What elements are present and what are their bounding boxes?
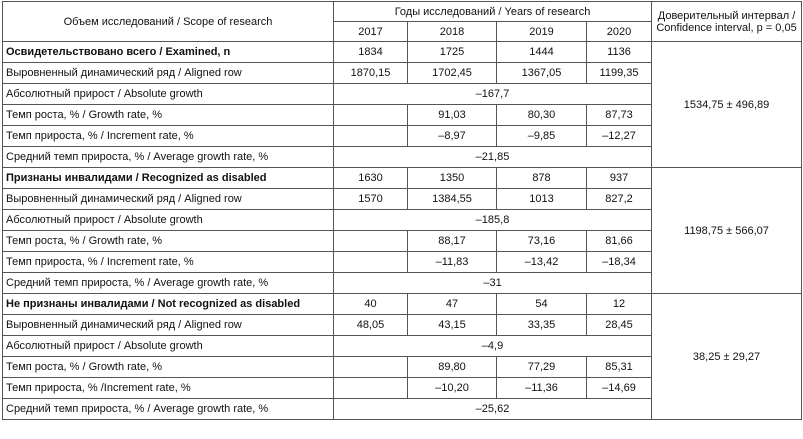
years-header: Годы исследований / Years of research: [332, 1, 653, 22]
merged-value-cell: –31: [332, 272, 653, 294]
merged-value-cell: –4,9: [332, 335, 653, 357]
merged-value-cell: –25,62: [332, 398, 653, 420]
value-cell: 73,16: [496, 230, 587, 252]
table-row: Выровненный динамический ряд / Aligned r…: [2, 188, 802, 210]
value-cell: 937: [585, 167, 653, 189]
value-cell: 54: [496, 293, 587, 315]
value-cell: –8,97: [407, 125, 497, 147]
value-cell: 77,29: [496, 356, 587, 378]
value-cell: –11,83: [407, 251, 497, 273]
value-cell: [333, 251, 408, 273]
value-cell: 47: [407, 293, 497, 315]
value-cell: 91,03: [407, 104, 497, 126]
row-label: Темп роста, % / Growth rate, %: [2, 104, 334, 126]
table-row: Выровненный динамический ряд / Aligned r…: [2, 62, 802, 84]
value-cell: [333, 104, 408, 126]
row-label: Выровненный динамический ряд / Aligned r…: [2, 314, 334, 336]
year-2018: 2018: [407, 21, 497, 42]
table-row: Средний темп прироста, % / Average growt…: [2, 398, 802, 420]
table-row: Средний темп прироста, % / Average growt…: [2, 146, 802, 168]
row-label: Выровненный динамический ряд / Aligned r…: [2, 188, 334, 210]
value-cell: 1834: [333, 41, 408, 63]
value-cell: 878: [496, 167, 587, 189]
value-cell: –14,69: [585, 377, 653, 399]
confidence-interval-cell: 38,25 ± 29,27: [651, 293, 803, 420]
ci-header-line2: Confidence interval, p = 0,05: [656, 21, 797, 34]
value-cell: –11,36: [496, 377, 587, 399]
year-2020: 2020: [585, 21, 653, 42]
year-2019: 2019: [496, 21, 587, 42]
row-label: Абсолютный прирост / Absolute growth: [2, 209, 334, 231]
value-cell: [333, 377, 408, 399]
table-row: Темп роста, % / Growth rate, % 89,80 77,29…: [2, 356, 802, 378]
scope-header: Объем исследований / Scope of research: [2, 1, 334, 42]
confidence-interval-cell: 1534,75 ± 496,89: [651, 41, 803, 168]
value-cell: –10,20: [407, 377, 497, 399]
value-cell: 827,2: [585, 188, 653, 210]
table-row: Освидетельствовано всего / Examined, n 18…: [2, 41, 803, 168]
value-cell: [333, 230, 408, 252]
value-cell: 87,73: [585, 104, 653, 126]
group-title: Освидетельствовано всего / Examined, n: [2, 41, 334, 63]
table-row: Признаны инвалидами / Recognized as disa…: [2, 167, 803, 294]
row-label: Темп роста, % / Growth rate, %: [2, 356, 334, 378]
value-cell: 43,15: [407, 314, 497, 336]
row-label: Средний темп прироста, % / Average growt…: [2, 272, 334, 294]
research-table: Объем исследований / Scope of research Г…: [2, 1, 803, 420]
value-cell: 1013: [496, 188, 587, 210]
row-label: Темп роста, % / Growth rate, %: [2, 230, 334, 252]
row-label: Абсолютный прирост / Absolute growth: [2, 335, 334, 357]
value-cell: 28,45: [585, 314, 653, 336]
year-2017: 2017: [333, 21, 408, 42]
group-title: Признаны инвалидами / Recognized as disa…: [2, 167, 334, 189]
table-row: Темп прироста, % / Increment rate, % –11,…: [2, 251, 802, 273]
group-title: Не признаны инвалидами / Not recognized …: [2, 293, 334, 315]
value-cell: 1570: [333, 188, 408, 210]
value-cell: 1384,55: [407, 188, 497, 210]
confidence-interval-cell: 1198,75 ± 566,07: [651, 167, 803, 294]
ci-header: Доверительный интервал / Confidence inte…: [651, 1, 803, 42]
value-cell: 1199,35: [585, 62, 653, 84]
header-row-1: Объем исследований / Scope of research Г…: [2, 1, 803, 42]
row-label: Абсолютный прирост / Absolute growth: [2, 83, 334, 105]
table-row: Темп прироста, % /Increment rate, % –10,2…: [2, 377, 802, 399]
value-cell: 12: [585, 293, 653, 315]
value-cell: 1350: [407, 167, 497, 189]
value-cell: 1630: [333, 167, 408, 189]
value-cell: 33,35: [496, 314, 587, 336]
value-cell: 1702,45: [407, 62, 497, 84]
value-cell: –18,34: [585, 251, 653, 273]
row-label: Средний темп прироста, % / Average growt…: [2, 398, 334, 420]
row-label: Темп прироста, % / Increment rate, %: [2, 125, 334, 147]
value-cell: 89,80: [407, 356, 497, 378]
table-row: Абсолютный прирост / Absolute growth –167…: [2, 83, 802, 105]
value-cell: 48,05: [333, 314, 408, 336]
value-cell: 81,66: [585, 230, 653, 252]
value-cell: 1367,05: [496, 62, 587, 84]
ci-header-line1: Доверительный интервал /: [657, 9, 796, 22]
value-cell: 85,31: [585, 356, 653, 378]
value-cell: [333, 356, 408, 378]
merged-value-cell: –21,85: [332, 146, 653, 168]
table-row: Не признаны инвалидами / Not recognized …: [2, 293, 803, 420]
row-label: Темп прироста, % /Increment rate, %: [2, 377, 334, 399]
value-cell: 1444: [496, 41, 587, 63]
value-cell: –13,42: [496, 251, 587, 273]
row-label: Выровненный динамический ряд / Aligned r…: [2, 62, 334, 84]
value-cell: 1870,15: [333, 62, 408, 84]
merged-value-cell: –167,7: [332, 83, 653, 105]
value-cell: 1136: [585, 41, 653, 63]
value-cell: –9,85: [496, 125, 587, 147]
value-cell: [333, 125, 408, 147]
value-cell: –12,27: [585, 125, 653, 147]
row-label: Темп прироста, % / Increment rate, %: [2, 251, 334, 273]
value-cell: 40: [333, 293, 408, 315]
value-cell: 1725: [407, 41, 497, 63]
merged-value-cell: –185,8: [332, 209, 653, 231]
row-label: Средний темп прироста, % / Average growt…: [2, 146, 334, 168]
value-cell: 88,17: [407, 230, 497, 252]
value-cell: 80,30: [496, 104, 587, 126]
table-row: Темп прироста, % / Increment rate, % –8,9…: [2, 125, 802, 147]
